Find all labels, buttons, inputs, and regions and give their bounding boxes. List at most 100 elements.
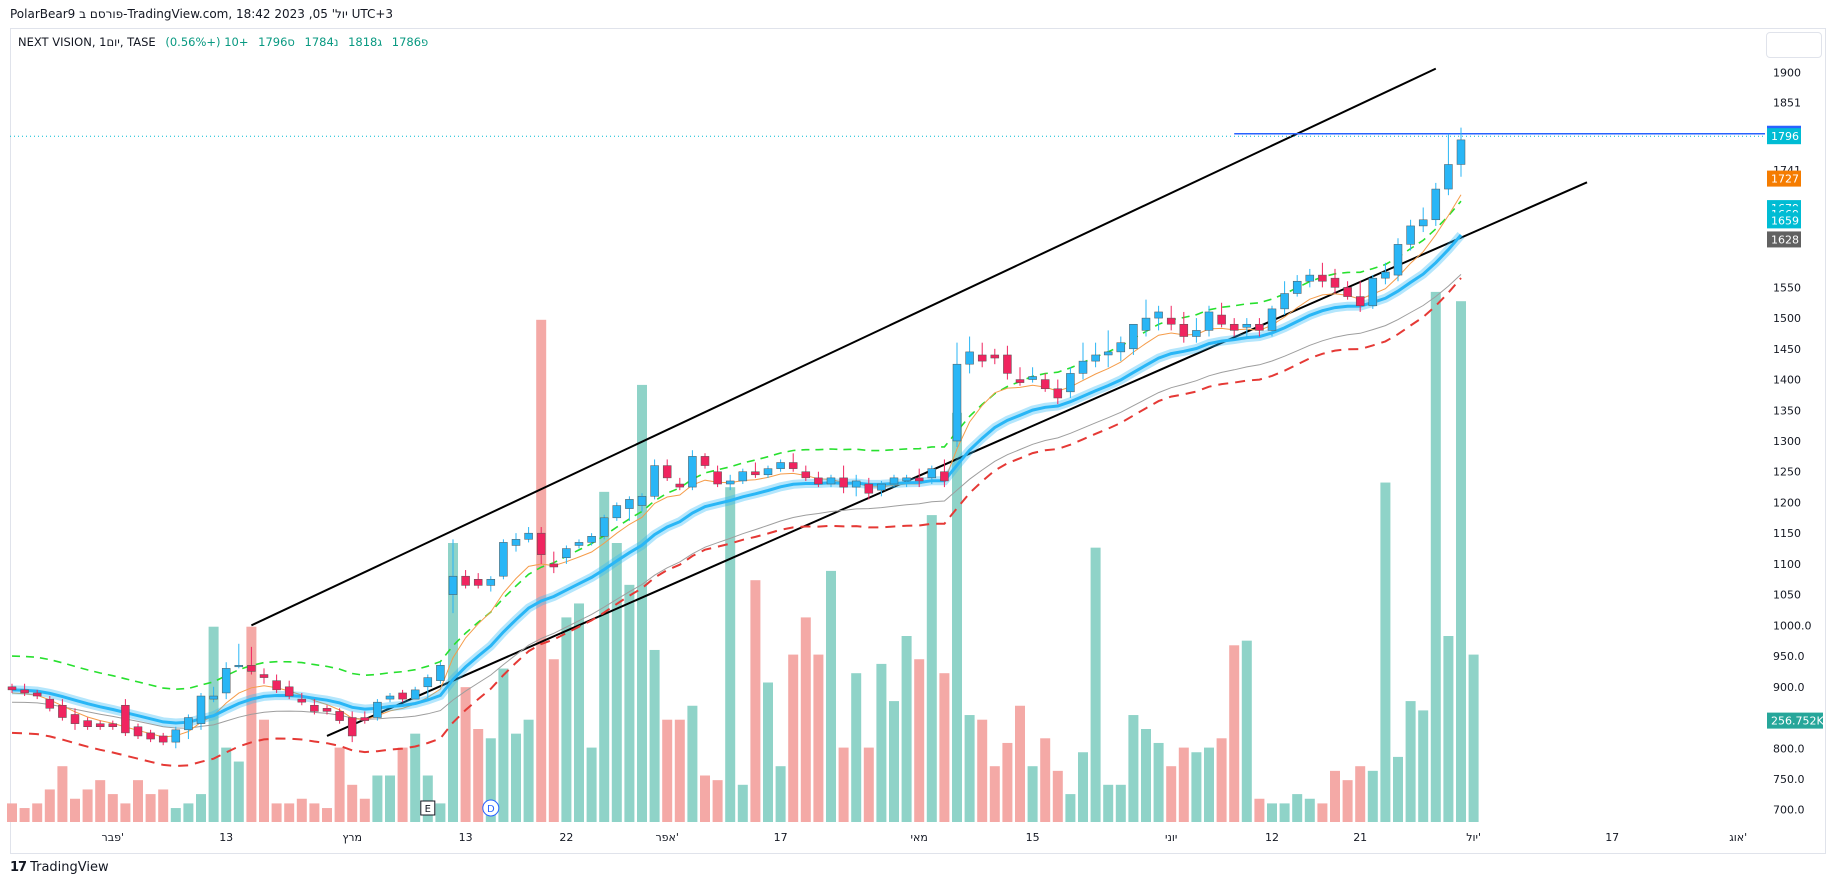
candle-body (360, 717, 370, 721)
volume-bar (1443, 636, 1454, 822)
volume-bar (1304, 798, 1315, 822)
earnings-marker-label: E (425, 804, 431, 815)
volume-bar (397, 747, 408, 822)
volume-bar (322, 808, 332, 822)
time-tick-label: 13 (459, 831, 473, 844)
volume-bar (410, 733, 421, 822)
candle-body (713, 471, 722, 485)
high-value: ג1818 (348, 35, 383, 49)
volume-bar (1430, 291, 1441, 822)
volume-bar (145, 794, 156, 822)
candle-body (436, 665, 445, 681)
volume-bar (221, 747, 232, 822)
volume-bar (1468, 654, 1479, 822)
time-tick-label: 17 (1605, 831, 1619, 844)
volume-bar (435, 803, 446, 822)
candle-body (108, 723, 118, 728)
candle-body (247, 665, 256, 672)
dividend-marker-label: D (487, 804, 495, 815)
volume-bar (750, 580, 761, 822)
candle-body (952, 363, 962, 442)
earnings-marker-box (420, 800, 436, 816)
volume-bar (347, 784, 358, 822)
volume-bar (952, 412, 962, 822)
candle-body (801, 471, 811, 479)
volume-bar (70, 798, 80, 822)
price-tick-label: 1500 (1773, 312, 1801, 325)
volume-bar (1141, 729, 1151, 822)
dividend-marker: D (482, 799, 500, 817)
price-tick-label: 1050 (1773, 589, 1801, 602)
candle-body (473, 579, 483, 586)
volume-tick-label: 750.0 (1773, 773, 1805, 786)
volume-bar (649, 649, 660, 822)
candle-body (977, 354, 987, 362)
upper-band-line (11, 200, 1462, 691)
volume-bar (964, 715, 975, 822)
candle-body (70, 714, 80, 724)
candle-body (133, 726, 143, 737)
candle-body (1078, 360, 1088, 374)
volume-bar (498, 668, 509, 822)
price-tick-label: 1350 (1773, 404, 1801, 417)
volume-bar (1393, 756, 1403, 822)
tradingview-logo-icon[interactable]: 17 (10, 860, 27, 875)
volume-bar (133, 780, 143, 822)
candle-body (562, 548, 571, 559)
brand-name[interactable]: TradingView (30, 860, 109, 875)
candle-body (1292, 280, 1302, 294)
volume-bar (1065, 794, 1076, 822)
volume-bar (1178, 747, 1189, 822)
candle-body (662, 465, 672, 479)
time-tick-label: אפר' (655, 831, 678, 844)
price-tick-label: 1550 (1773, 281, 1801, 294)
volume-bar (523, 719, 534, 822)
time-tick-label: אוג' (1729, 831, 1747, 844)
candle-body (1154, 311, 1163, 319)
volume-bar (1040, 738, 1051, 822)
earnings-marker: E (420, 800, 436, 816)
candle-body (1116, 342, 1126, 353)
candle-body (725, 480, 735, 485)
volume-bar (700, 775, 710, 822)
symbol-name[interactable]: NEXT VISION, 1יום, TASE (18, 35, 156, 49)
candle-body (650, 465, 659, 497)
candle-body (839, 477, 848, 488)
volume-bar (1456, 301, 1466, 822)
candle-body (738, 471, 748, 482)
candle-body (448, 575, 458, 595)
price-tag: 1727 (1767, 170, 1801, 187)
candle-body (1305, 274, 1315, 282)
fast-ma-line (11, 194, 1462, 738)
volume-bar (1090, 547, 1101, 822)
footer: 17 TradingView (10, 860, 109, 875)
price-tag: 1628 (1767, 231, 1801, 248)
volume-bar (977, 719, 988, 822)
price-tag-label: 1796 (1771, 130, 1799, 143)
volume-bar (460, 687, 471, 822)
candle-body (536, 532, 546, 555)
chart-settings-box[interactable] (1766, 32, 1822, 58)
volume-bar (1380, 482, 1391, 822)
candle-body (814, 477, 823, 485)
volume-bar (712, 780, 723, 822)
candle-body (864, 483, 874, 494)
time-tick-label: 13 (219, 831, 233, 844)
volume-bar (624, 584, 635, 822)
publish-info: PolarBear9 פורסם ב-TradingView.com, יול'… (10, 7, 394, 21)
candle-body (1242, 323, 1252, 328)
volume-bar (120, 803, 131, 822)
slow-ma-line (11, 274, 1462, 729)
candle-body (1431, 188, 1441, 221)
candle-body (171, 729, 181, 743)
price-tag: 1796 (1767, 128, 1801, 145)
candle-body (32, 692, 42, 697)
candle-body (587, 536, 596, 543)
candle-body (524, 532, 533, 540)
volume-bar (1204, 747, 1214, 822)
candle-body (1179, 323, 1189, 337)
time-tick-label: 22 (559, 831, 573, 844)
candle-body (1040, 379, 1050, 390)
volume-bar (725, 487, 736, 822)
